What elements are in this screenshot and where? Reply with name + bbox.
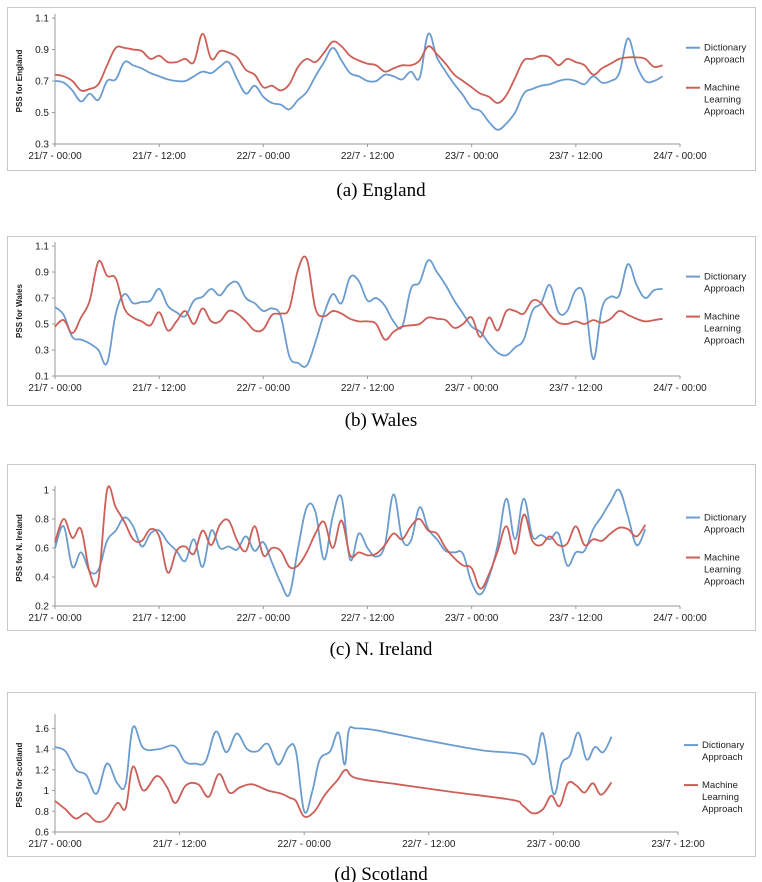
y-tick-label: 0.7 bbox=[35, 294, 49, 305]
x-tick-label: 22/7 - 00:00 bbox=[278, 839, 332, 850]
x-tick-label: 23/7 - 12:00 bbox=[549, 151, 603, 162]
x-tick-label: 22/7 - 00:00 bbox=[237, 613, 291, 624]
x-tick-label: 22/7 - 12:00 bbox=[402, 839, 456, 850]
x-tick-label: 22/7 - 00:00 bbox=[237, 151, 291, 162]
x-tick-label: 22/7 - 12:00 bbox=[341, 151, 395, 162]
x-tick-label: 23/7 - 12:00 bbox=[549, 383, 603, 394]
series-line-machine-learning bbox=[54, 255, 663, 341]
x-tick-label: 24/7 - 00:00 bbox=[653, 613, 707, 624]
y-axis-label: PSS for N. Ireland bbox=[15, 514, 24, 582]
y-tick-label: 1 bbox=[43, 486, 49, 497]
x-tick-label: 24/7 - 00:00 bbox=[653, 151, 707, 162]
x-tick-label: 22/7 - 12:00 bbox=[341, 613, 395, 624]
y-tick-label: 0.8 bbox=[35, 515, 49, 526]
y-tick-label: 0.4 bbox=[35, 573, 49, 584]
legend-entry: Dictionary Approach bbox=[704, 272, 746, 295]
y-axis-label: PSS for England bbox=[15, 50, 24, 113]
y-tick-label: 0.3 bbox=[35, 346, 49, 357]
y-tick-label: 0.8 bbox=[35, 807, 49, 818]
y-tick-label: 0.6 bbox=[35, 828, 49, 839]
chart-frame bbox=[7, 236, 756, 406]
y-tick-label: 1.6 bbox=[35, 724, 49, 735]
chart-frame bbox=[7, 464, 756, 631]
legend-entry: Machine Learning Approach bbox=[704, 553, 745, 588]
chart-caption: (b) Wales bbox=[345, 410, 418, 431]
x-tick-label: 21/7 - 12:00 bbox=[153, 839, 207, 850]
x-tick-label: 23/7 - 12:00 bbox=[549, 613, 603, 624]
x-tick-label: 23/7 - 12:00 bbox=[651, 839, 705, 850]
y-tick-label: 0.5 bbox=[35, 108, 49, 119]
series-line-machine-learning bbox=[54, 765, 613, 823]
x-tick-label: 23/7 - 00:00 bbox=[445, 383, 499, 394]
y-tick-label: 1.1 bbox=[35, 14, 49, 25]
x-tick-label: 24/7 - 00:00 bbox=[653, 383, 707, 394]
y-tick-label: 0.2 bbox=[35, 602, 49, 613]
y-tick-label: 0.5 bbox=[35, 320, 49, 331]
chart-panel-2: 0.1 0.3 0.5 0.7 0.9 1.1 21/7 - 00:00 21/7 - 12:… bbox=[7, 236, 756, 431]
legend-entry: Dictionary Approach bbox=[702, 740, 744, 763]
y-axis-label: PSS for Scotland bbox=[15, 742, 24, 807]
legend-entry: Machine Learning Approach bbox=[704, 312, 745, 347]
legend-entry: Machine Learning Approach bbox=[702, 780, 743, 815]
y-tick-label: 0.7 bbox=[35, 77, 49, 88]
y-tick-label: 1.1 bbox=[35, 242, 49, 253]
chart-caption: (a) England bbox=[336, 180, 426, 201]
y-tick-label: 0.1 bbox=[35, 372, 49, 383]
legend-entry: Machine Learning Approach bbox=[704, 83, 745, 118]
x-tick-label: 21/7 - 12:00 bbox=[132, 613, 186, 624]
x-tick-label: 23/7 - 00:00 bbox=[527, 839, 581, 850]
chart-frame bbox=[7, 7, 756, 171]
x-tick-label: 22/7 - 00:00 bbox=[237, 383, 291, 394]
y-tick-label: 0.3 bbox=[35, 140, 49, 151]
x-tick-label: 21/7 - 00:00 bbox=[28, 383, 82, 394]
x-tick-label: 23/7 - 00:00 bbox=[445, 151, 499, 162]
chart-panel-4: 0.6 0.8 1 1.2 1.4 1.6 21/7 - 00:00 21/7 - 12:00… bbox=[7, 692, 756, 882]
y-tick-label: 1.2 bbox=[35, 765, 49, 776]
x-tick-label: 21/7 - 00:00 bbox=[28, 839, 82, 850]
y-tick-label: 1.4 bbox=[35, 745, 49, 756]
legend-entry: Dictionary Approach bbox=[704, 43, 746, 66]
x-tick-label: 21/7 - 00:00 bbox=[28, 613, 82, 624]
x-tick-label: 21/7 - 00:00 bbox=[28, 151, 82, 162]
chart-caption: (d) Scotland bbox=[334, 864, 428, 882]
chart-panel-3: 0.2 0.4 0.6 0.8 1 21/7 - 00:00 21/7 - 12:00 22/… bbox=[7, 464, 756, 660]
chart-frame bbox=[7, 692, 756, 857]
chart-panel-1: 0.3 0.5 0.7 0.9 1.1 21/7 - 00:00 21/7 - 12:00 2… bbox=[7, 7, 756, 201]
legend-entry: Dictionary Approach bbox=[704, 513, 746, 536]
y-tick-label: 0.6 bbox=[35, 544, 49, 555]
x-tick-label: 21/7 - 12:00 bbox=[132, 151, 186, 162]
chart-caption: (c) N. Ireland bbox=[330, 639, 433, 660]
x-tick-label: 22/7 - 12:00 bbox=[341, 383, 395, 394]
y-tick-label: 0.9 bbox=[35, 45, 49, 56]
series-line-dictionary bbox=[54, 32, 664, 131]
y-axis-label: PSS for Wales bbox=[15, 283, 24, 337]
y-tick-label: 1 bbox=[43, 786, 49, 797]
series-line-machine-learning bbox=[54, 485, 647, 590]
series-line-machine-learning bbox=[54, 32, 663, 104]
y-tick-label: 0.9 bbox=[35, 268, 49, 279]
series-line-dictionary bbox=[54, 725, 613, 814]
series-line-dictionary bbox=[54, 259, 663, 368]
x-tick-label: 21/7 - 12:00 bbox=[132, 383, 186, 394]
x-tick-label: 23/7 - 00:00 bbox=[445, 613, 499, 624]
